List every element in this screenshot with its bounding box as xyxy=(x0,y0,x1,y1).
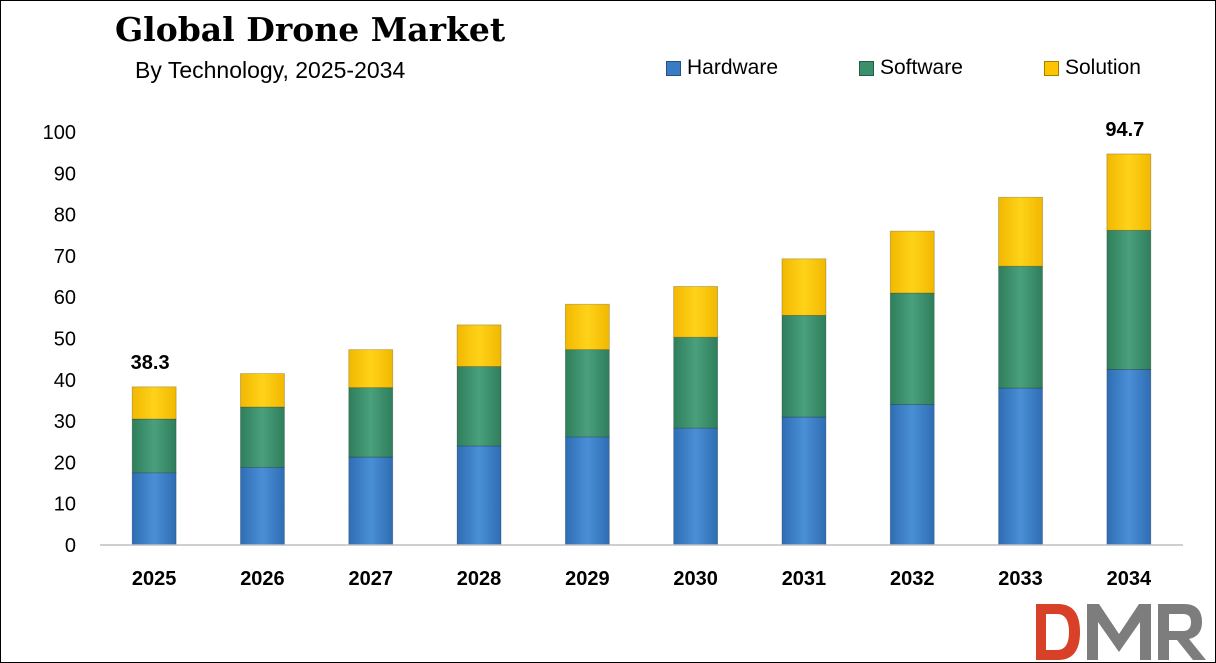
bar-segment-software-2027 xyxy=(348,387,394,458)
bar-segment-hardware-2032 xyxy=(889,404,935,546)
legend-label-hardware: Hardware xyxy=(687,56,779,79)
bar-segment-software-2034 xyxy=(1106,229,1152,370)
bar-segment-software-2025 xyxy=(131,418,177,474)
legend-item-hardware: Hardware xyxy=(666,56,778,80)
bar-segment-software-2033 xyxy=(998,265,1043,389)
total-label-2025: 38.3 xyxy=(131,352,170,374)
legend-item-solution: Solution xyxy=(1044,56,1141,80)
chart-subtitle: By Technology, 2025-2034 xyxy=(135,57,406,83)
x-tick-label-2025: 2025 xyxy=(132,568,177,590)
bar-segment-hardware-2033 xyxy=(998,387,1043,546)
bar-segment-solution-2025 xyxy=(131,386,177,420)
y-tick-label: 100 xyxy=(43,122,76,144)
bar-segment-software-2026 xyxy=(240,406,285,468)
bar-segment-solution-2031 xyxy=(781,258,827,316)
bar-segment-hardware-2028 xyxy=(456,445,502,546)
dmr-logo xyxy=(1036,604,1206,660)
x-tick-label-2029: 2029 xyxy=(565,568,610,590)
bar-segment-hardware-2031 xyxy=(781,416,827,546)
legend-label-solution: Solution xyxy=(1065,56,1141,79)
legend: Hardware Software Solution xyxy=(0,56,1216,84)
legend-item-software: Software xyxy=(859,56,963,80)
bar-segment-hardware-2034 xyxy=(1106,369,1152,546)
bar-segment-solution-2028 xyxy=(456,324,502,367)
chart-title: Global Drone Market xyxy=(115,10,506,49)
y-tick-label: 80 xyxy=(54,205,76,227)
x-tick-label-2032: 2032 xyxy=(890,568,935,590)
bar-segment-hardware-2029 xyxy=(564,436,610,546)
y-tick-label: 90 xyxy=(54,163,76,185)
bar-segment-solution-2032 xyxy=(889,230,935,294)
legend-swatch-solution xyxy=(1044,60,1059,76)
bar-segment-hardware-2025 xyxy=(131,472,177,546)
x-tick-label-2031: 2031 xyxy=(782,568,827,590)
legend-label-software: Software xyxy=(880,56,963,79)
bar-segment-solution-2027 xyxy=(348,349,394,389)
y-tick-label: 0 xyxy=(65,535,76,557)
bar-segment-software-2028 xyxy=(456,366,502,447)
legend-swatch-hardware xyxy=(666,60,681,76)
y-tick-label: 40 xyxy=(54,370,76,392)
x-tick-label-2026: 2026 xyxy=(240,568,285,590)
total-label-2034: 94.7 xyxy=(1105,119,1144,141)
bar-segment-software-2032 xyxy=(889,292,935,405)
x-tick-label-2027: 2027 xyxy=(349,568,394,590)
bars xyxy=(131,153,1152,546)
bar-segment-hardware-2026 xyxy=(240,466,285,546)
y-tick-label: 50 xyxy=(54,329,76,351)
bar-segment-software-2029 xyxy=(564,349,610,438)
y-tick-label: 20 xyxy=(54,452,76,474)
x-tick-label-2028: 2028 xyxy=(457,568,502,590)
y-tick-label: 30 xyxy=(54,411,76,433)
bar-segment-hardware-2030 xyxy=(673,427,719,546)
y-axis: 0 10 20 30 40 50 60 70 80 90 100 xyxy=(43,122,76,557)
y-tick-label: 10 xyxy=(54,494,76,516)
x-tick-label-2033: 2033 xyxy=(998,568,1043,590)
y-tick-label: 60 xyxy=(54,287,76,309)
bar-segment-solution-2029 xyxy=(564,303,610,351)
bar-segment-software-2031 xyxy=(781,314,827,418)
bar-segment-hardware-2027 xyxy=(348,456,394,546)
bar-segment-solution-2026 xyxy=(240,373,285,408)
bar-segment-software-2030 xyxy=(673,336,719,429)
x-tick-label-2030: 2030 xyxy=(673,568,718,590)
bar-segment-solution-2030 xyxy=(673,286,719,338)
legend-swatch-software xyxy=(859,60,874,76)
total-labels: 38.3 94.7 xyxy=(131,119,1145,374)
bar-segment-solution-2033 xyxy=(998,196,1043,267)
x-axis: 2025 2026 2027 2028 2029 2030 2031 2032 2033 2034 xyxy=(100,544,1183,590)
x-tick-label-2034: 2034 xyxy=(1107,568,1152,590)
y-tick-label: 70 xyxy=(54,246,76,268)
bar-segment-solution-2034 xyxy=(1106,153,1152,231)
